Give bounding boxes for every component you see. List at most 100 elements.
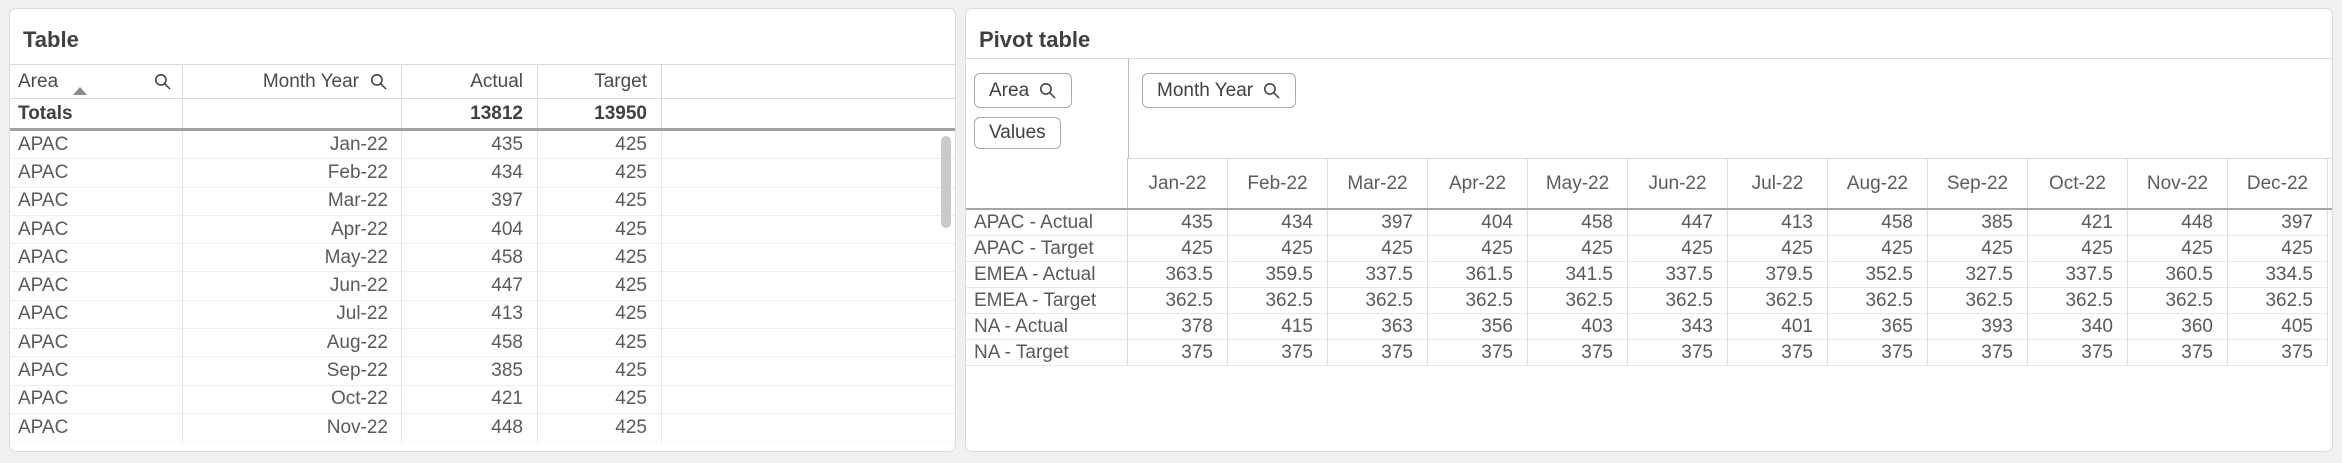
cell-month-year[interactable]: Mar-22 <box>183 187 402 216</box>
pivot-value-cell: 415 <box>1228 314 1328 340</box>
cell-month-year[interactable]: Sep-22 <box>183 357 402 386</box>
cell-area[interactable]: APAC <box>10 329 183 358</box>
cell-target: 425 <box>538 244 662 273</box>
pivot-value-cell: 448 <box>2128 210 2228 236</box>
pivot-column-header[interactable]: Jan-22 <box>1128 158 1228 208</box>
cell-month-year[interactable]: Jun-22 <box>183 272 402 301</box>
pivot-value-cell: 363 <box>1328 314 1428 340</box>
column-header-target[interactable]: Target <box>538 65 662 98</box>
column-dimension-chip-month-year[interactable]: Month Year <box>1142 73 1297 108</box>
table-body: APAC Jan-22 435 425 APAC Feb-22 434 425 APAC Mar-… <box>10 131 955 451</box>
cell-target: 425 <box>538 187 662 216</box>
header-filler <box>662 65 955 98</box>
row-filler <box>662 301 955 330</box>
table-panel: Table Area Month Year Actual Target Tota… <box>9 8 956 452</box>
row-filler <box>662 386 955 414</box>
search-icon[interactable] <box>153 72 182 91</box>
vertical-scrollbar-thumb[interactable] <box>941 136 951 228</box>
pivot-column-header[interactable]: Nov-22 <box>2128 158 2228 208</box>
pivot-row: NA - Target 375 375 375 375 375 375 375 375 375 37… <box>966 340 2332 366</box>
pivot-column-header[interactable]: Oct-22 <box>2028 158 2128 208</box>
pivot-value-cell: 393 <box>1928 314 2028 340</box>
pivot-row-label[interactable]: APAC - Actual <box>966 210 1128 236</box>
pivot-value-cell: 365 <box>1828 314 1928 340</box>
pivot-row-label[interactable]: NA - Actual <box>966 314 1128 340</box>
cell-month-year[interactable]: Jan-22 <box>183 131 402 160</box>
search-icon[interactable] <box>1038 81 1057 100</box>
pivot-column-header[interactable]: Apr-22 <box>1428 158 1528 208</box>
pivot-row-label[interactable]: APAC - Target <box>966 236 1128 262</box>
pivot-row-filler <box>2328 314 2332 340</box>
row-filler <box>662 159 955 188</box>
cell-area[interactable]: APAC <box>10 244 183 273</box>
pivot-value-cell: 361.5 <box>1428 262 1528 288</box>
cell-target: 425 <box>538 357 662 386</box>
pivot-value-cell: 337.5 <box>1328 262 1428 288</box>
pivot-body: APAC - Actual 435 434 397 404 458 447 413 458 385… <box>966 210 2332 366</box>
cell-month-year[interactable]: Jul-22 <box>183 300 402 330</box>
search-icon[interactable] <box>1262 81 1281 100</box>
values-chip-label: Values <box>989 122 1046 143</box>
pivot-value-cell: 425 <box>1528 236 1628 262</box>
pivot-value-cell: 343 <box>1628 314 1728 340</box>
pivot-column-header[interactable]: Feb-22 <box>1228 158 1328 208</box>
pivot-column-header[interactable]: Jun-22 <box>1628 158 1728 208</box>
cell-area[interactable]: APAC <box>10 187 183 216</box>
pivot-row-label[interactable]: EMEA - Target <box>966 288 1128 314</box>
row-dimension-chip-area[interactable]: Area <box>974 73 1073 108</box>
row-filler <box>662 357 955 386</box>
cell-month-year[interactable]: Nov-22 <box>183 413 402 443</box>
cell-month-year[interactable]: Feb-22 <box>183 159 402 188</box>
cell-target: 425 <box>538 300 662 330</box>
pivot-column-header[interactable]: Aug-22 <box>1828 158 1928 208</box>
pivot-value-cell: 360 <box>2128 314 2228 340</box>
cell-target: 425 <box>538 215 662 245</box>
values-chip[interactable]: Values <box>974 117 1061 149</box>
totals-filler <box>662 99 955 128</box>
search-icon[interactable] <box>369 72 388 91</box>
cell-area[interactable]: APAC <box>10 215 183 245</box>
pivot-row-label[interactable]: EMEA - Actual <box>966 262 1128 288</box>
cell-target: 425 <box>538 413 662 443</box>
pivot-value-cell: 425 <box>1628 236 1728 262</box>
pivot-column-header[interactable]: May-22 <box>1528 158 1628 208</box>
cell-area[interactable]: APAC <box>10 300 183 330</box>
pivot-dimension-zone: Area Values Month Year <box>966 59 2332 158</box>
row-filler <box>662 216 955 245</box>
cell-area[interactable]: APAC <box>10 131 183 160</box>
pivot-value-cell: 375 <box>1828 340 1928 366</box>
cell-area[interactable]: APAC <box>10 413 183 443</box>
table-row: APAC Aug-22 458 425 <box>10 329 955 358</box>
column-header-area[interactable]: Area <box>10 65 183 98</box>
pivot-value-cell: 340 <box>2028 314 2128 340</box>
cell-month-year[interactable]: Oct-22 <box>183 385 402 414</box>
pivot-column-header[interactable]: Dec-22 <box>2228 158 2328 208</box>
cell-actual: 458 <box>402 329 538 358</box>
pivot-value-cell: 375 <box>2128 340 2228 366</box>
cell-area[interactable]: APAC <box>10 385 183 414</box>
pivot-row: APAC - Actual 435 434 397 404 458 447 413 458 385… <box>966 210 2332 236</box>
column-header-month-year-label: Month Year <box>262 70 359 92</box>
pivot-row-label[interactable]: NA - Target <box>966 340 1128 366</box>
column-header-month-year[interactable]: Month Year <box>183 65 402 98</box>
cell-month-year[interactable]: Apr-22 <box>183 215 402 245</box>
pivot-column-header[interactable]: Mar-22 <box>1328 158 1428 208</box>
cell-area[interactable]: APAC <box>10 272 183 301</box>
cell-area[interactable]: APAC <box>10 357 183 386</box>
cell-month-year[interactable]: Aug-22 <box>183 329 402 358</box>
cell-area[interactable]: APAC <box>10 159 183 188</box>
pivot-value-cell: 359.5 <box>1228 262 1328 288</box>
pivot-column-header[interactable]: Sep-22 <box>1928 158 2028 208</box>
cell-month-year[interactable]: May-22 <box>183 244 402 273</box>
pivot-value-cell: 356 <box>1428 314 1528 340</box>
column-header-actual[interactable]: Actual <box>402 65 538 98</box>
table-row: APAC Jul-22 413 425 <box>10 300 955 330</box>
pivot-column-header[interactable]: Jul-22 <box>1728 158 1828 208</box>
pivot-value-cell: 362.5 <box>1628 288 1728 314</box>
pivot-value-cell: 425 <box>1728 236 1828 262</box>
cell-target: 425 <box>538 272 662 301</box>
row-filler <box>662 272 955 301</box>
pivot-column-header-row: Jan-22 Feb-22 Mar-22 Apr-22 May-22 Jun-22 Jul-… <box>966 158 2332 210</box>
sort-ascending-icon <box>73 87 87 95</box>
